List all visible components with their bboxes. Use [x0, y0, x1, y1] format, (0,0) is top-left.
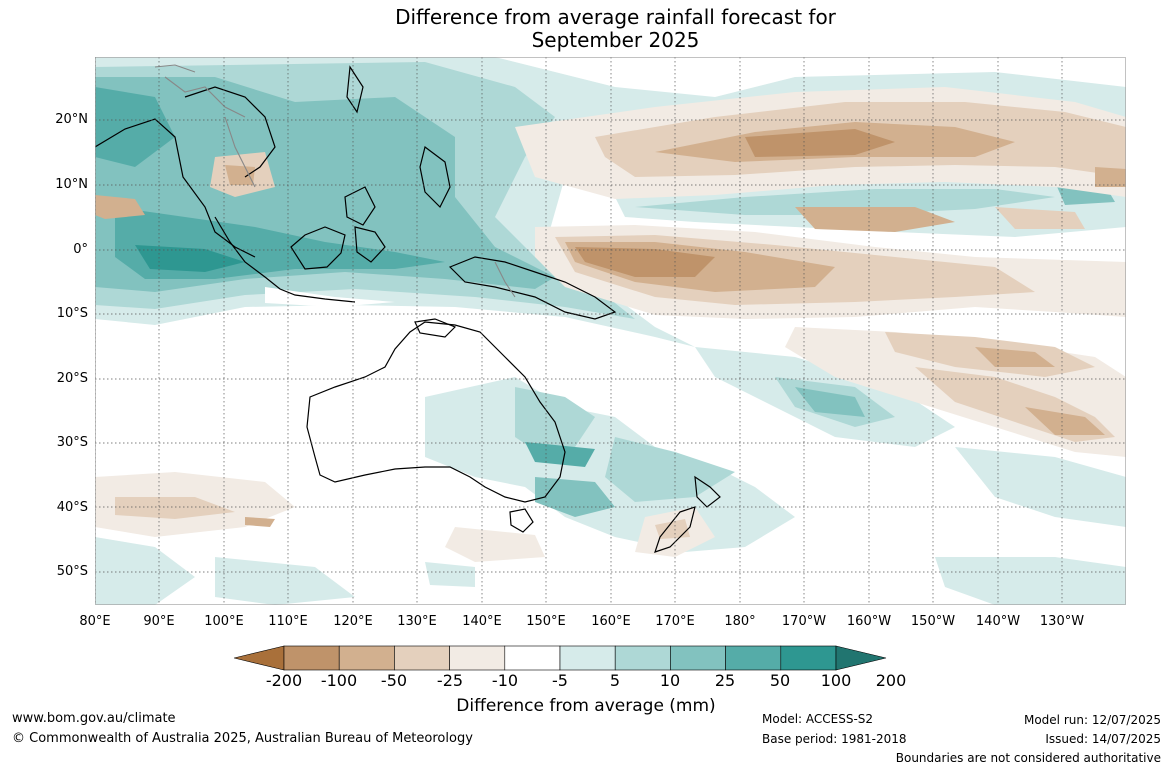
- legend-color-segment: [504, 645, 561, 671]
- lon-label-130e: 130°E: [397, 614, 437, 629]
- lat-label-20n: 20°N: [55, 112, 88, 127]
- country-borders: [154, 64, 516, 298]
- legend-tick-label: -50: [380, 671, 408, 690]
- dry-anomaly-north-pacific: [515, 87, 1126, 199]
- legend-tick-label: 50: [769, 671, 791, 690]
- lon-label-80e: 80°E: [79, 614, 111, 629]
- rainfall-anomaly-map: [95, 57, 1126, 605]
- legend-color-segment: [670, 645, 726, 671]
- legend-color-segment: [780, 645, 837, 671]
- lon-label-150e: 150°E: [526, 614, 566, 629]
- dry-anomaly-southern-indian-ocean: [95, 152, 545, 562]
- legend-tick-label: -100: [320, 671, 358, 690]
- disclaimer-text: Boundaries are not considered authoritat…: [895, 751, 1161, 765]
- legend-color-segment: [394, 645, 450, 671]
- lat-label-20s: 20°S: [56, 371, 88, 386]
- map-frame: [95, 57, 1126, 605]
- legend-tick-label: 100: [820, 671, 852, 690]
- legend-color-segment: [614, 645, 671, 671]
- lon-label-100e: 100°E: [204, 614, 244, 629]
- lat-label-10s: 10°S: [56, 306, 88, 321]
- legend-color-segment: [338, 645, 395, 671]
- lon-label-140w: 140°W: [975, 614, 1021, 629]
- lon-label-170e: 170°E: [655, 614, 695, 629]
- model-label: Model: ACCESS-S2: [762, 712, 874, 726]
- lon-label-140e: 140°E: [462, 614, 502, 629]
- legend-arrow-below-min: [234, 645, 285, 671]
- legend-tick-label: -5: [552, 671, 568, 690]
- lon-label-90e: 90°E: [143, 614, 175, 629]
- lon-label-160w: 160°W: [846, 614, 892, 629]
- lon-label-170w: 170°W: [781, 614, 827, 629]
- copyright-text: © Commonwealth of Australia 2025, Austra…: [12, 731, 473, 746]
- legend-tick-label: 25: [714, 671, 736, 690]
- base-period-label: Base period: 1981-2018: [762, 732, 907, 746]
- lon-label-120e: 120°E: [333, 614, 373, 629]
- legend-color-segment: [725, 645, 782, 671]
- map-title-line-2: September 2025: [531, 28, 700, 52]
- website-link[interactable]: www.bom.gov.au/climate: [12, 711, 176, 726]
- legend-tick-label: 200: [875, 671, 907, 690]
- issued-label: Issued: 14/07/2025: [1045, 732, 1161, 746]
- lon-label-130w: 130°W: [1039, 614, 1085, 629]
- legend-tick-label: -25: [436, 671, 464, 690]
- legend-color-segment: [283, 645, 340, 671]
- legend-color-segment: [449, 645, 506, 671]
- lon-label-110e: 110°E: [268, 614, 308, 629]
- lat-label-40s: 40°S: [56, 500, 88, 515]
- model-run-label: Model run: 12/07/2025: [1023, 713, 1161, 727]
- lat-label-30s: 30°S: [56, 435, 88, 450]
- lat-label-50s: 50°S: [56, 564, 88, 579]
- lon-label-160e: 160°E: [591, 614, 631, 629]
- legend-color-segment: [559, 645, 616, 671]
- dry-anomaly-south-pacific: [635, 327, 1126, 557]
- coastlines: [95, 65, 721, 553]
- lat-label-10n: 10°N: [55, 177, 88, 192]
- legend-arrow-above-max: [835, 645, 887, 671]
- legend-tick-label: 10: [659, 671, 681, 690]
- lon-label-180: 180°: [724, 614, 756, 629]
- dry-anomaly-equatorial-pacific: [535, 207, 1126, 319]
- map-title-line-1: Difference from average rainfall forecas…: [395, 5, 836, 29]
- legend-tick-label: -10: [491, 671, 519, 690]
- legend-tick-label: 5: [609, 671, 621, 690]
- graticule: [95, 57, 1126, 605]
- legend-title: Difference from average (mm): [456, 696, 716, 716]
- lon-label-150w: 150°W: [910, 614, 956, 629]
- lat-label-0: 0°: [73, 242, 88, 257]
- legend-tick-label: -200: [265, 671, 303, 690]
- legend-colorbar: [234, 645, 887, 671]
